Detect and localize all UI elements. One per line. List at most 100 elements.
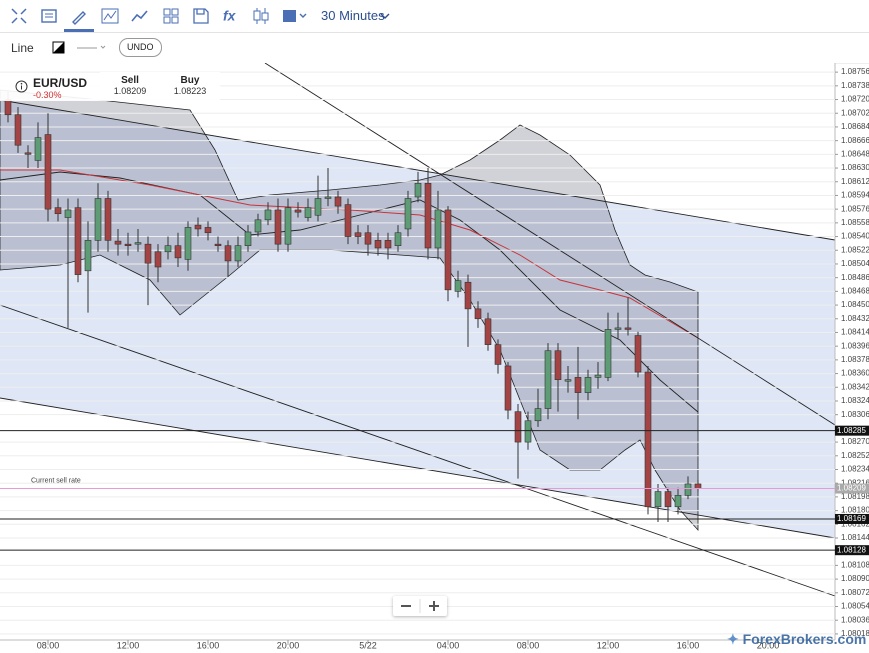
candle-body <box>224 245 232 262</box>
candle-body <box>334 196 342 207</box>
candle-body <box>664 491 672 508</box>
candle-body <box>624 327 632 330</box>
fullscreen-icon[interactable] <box>10 7 28 25</box>
y-tick-label: 1.08702 <box>841 108 869 117</box>
candle-body <box>244 231 252 246</box>
candle-body <box>344 204 352 237</box>
candle-body <box>214 243 222 246</box>
candle-body <box>124 243 132 246</box>
price-label-bg <box>835 425 869 436</box>
news-icon[interactable] <box>40 7 58 25</box>
candle-body <box>114 240 122 245</box>
y-tick-label: 1.08324 <box>841 396 869 405</box>
y-tick-label: 1.08342 <box>841 382 869 391</box>
y-tick-label: 1.08558 <box>841 218 869 227</box>
compare-icon[interactable] <box>252 7 270 25</box>
timeframe[interactable]: 30 Minutes <box>321 8 385 23</box>
candle-body <box>164 245 172 253</box>
candle-body <box>524 420 532 443</box>
y-tick-label: 1.08594 <box>841 191 869 200</box>
candle-body <box>694 483 702 489</box>
y-tick-label: 1.08072 <box>841 588 869 597</box>
candle-body <box>314 198 322 216</box>
symbol: EUR/USD <box>33 76 88 90</box>
candle-body <box>634 335 642 373</box>
candle-body <box>574 377 582 393</box>
y-tick-label: 1.08180 <box>841 506 869 515</box>
instrument-panel: EUR/USD -0.30% Sell 1.08209 Buy 1.08223 <box>0 72 220 101</box>
function-icon[interactable]: fx <box>222 7 240 25</box>
candle-body <box>384 240 392 249</box>
timeframe-caret <box>380 13 390 19</box>
candle-body <box>234 245 242 262</box>
style-pickers[interactable] <box>52 41 112 55</box>
y-tick-label: 1.08414 <box>841 328 869 337</box>
y-tick-label: 1.08090 <box>841 574 869 583</box>
y-tick-label: 1.08216 <box>841 478 869 487</box>
candle-body <box>44 134 52 210</box>
chart-style[interactable]: Line <box>11 41 34 55</box>
price-label-bg <box>835 545 869 556</box>
candle-body <box>364 232 372 245</box>
y-tick-label: 1.08036 <box>841 615 869 624</box>
undo-button[interactable]: UNDO <box>119 38 162 57</box>
candle-body <box>434 209 442 249</box>
sell-price: 1.08209 <box>113 86 147 96</box>
candle-body <box>554 350 562 380</box>
calendar-icon[interactable] <box>282 7 308 25</box>
y-tick-label: 1.08378 <box>841 355 869 364</box>
price-label-bg <box>835 513 869 524</box>
candle-body <box>474 308 482 320</box>
y-tick-label: 1.08450 <box>841 300 869 309</box>
watermark-text: ForexBrokers.com <box>742 631 867 647</box>
y-tick-label: 1.08234 <box>841 465 869 474</box>
candle-body <box>684 483 692 496</box>
y-tick-label: 1.08252 <box>841 451 869 460</box>
candle-body <box>374 240 382 249</box>
x-tick-label: 16:00 <box>677 640 700 650</box>
layout-icon[interactable] <box>162 7 180 25</box>
candle-body <box>544 350 552 409</box>
candle-body <box>264 209 272 221</box>
candle-body <box>104 198 112 241</box>
watermark: ✦ ForexBrokers.com <box>727 631 867 647</box>
candle-body <box>564 379 572 382</box>
info-icon[interactable] <box>15 80 28 93</box>
candle-body <box>304 207 312 218</box>
candle-body <box>394 232 402 246</box>
sell-button[interactable]: Sell 1.08209 <box>100 72 160 99</box>
y-tick-label: 1.08738 <box>841 81 869 90</box>
price-label: 1.08169 <box>837 514 866 523</box>
y-tick-label: 1.08198 <box>841 492 869 501</box>
candle-body <box>424 182 432 249</box>
candle-body <box>354 232 362 237</box>
sell-label: Sell <box>121 75 139 86</box>
candle-body <box>494 344 502 365</box>
candle-body <box>604 329 612 378</box>
candle-body <box>614 327 622 330</box>
draw-icon[interactable] <box>70 7 88 25</box>
zoom-buttons[interactable] <box>393 596 447 616</box>
indicator-icon[interactable] <box>101 7 119 25</box>
candle-body <box>644 371 652 508</box>
price-annotation: Current sell rate <box>31 477 81 484</box>
x-tick-label: 08:00 <box>517 640 540 650</box>
plot: 1.08756 1.08738 1.08720 1.08702 1.08684 1.086… <box>0 63 869 650</box>
y-tick-label: 1.08576 <box>841 204 869 213</box>
save-icon[interactable] <box>192 7 210 25</box>
x-tick-label: 20:00 <box>757 640 780 650</box>
buy-button[interactable]: Buy 1.08223 <box>160 72 220 99</box>
y-tick-label: 1.08630 <box>841 163 869 172</box>
candle-body <box>64 209 72 218</box>
buy-label: Buy <box>180 75 200 86</box>
change: -0.30% <box>33 90 62 100</box>
y-tick-label: 1.08144 <box>841 533 869 542</box>
y-tick-label: 1.08432 <box>841 314 869 323</box>
y-tick-label: 1.08612 <box>841 177 869 186</box>
trend-icon[interactable] <box>131 7 149 25</box>
candle-body <box>134 242 142 245</box>
candle-body <box>674 495 682 508</box>
candle-body <box>404 198 412 230</box>
x-tick-label: 08:00 <box>37 640 60 650</box>
